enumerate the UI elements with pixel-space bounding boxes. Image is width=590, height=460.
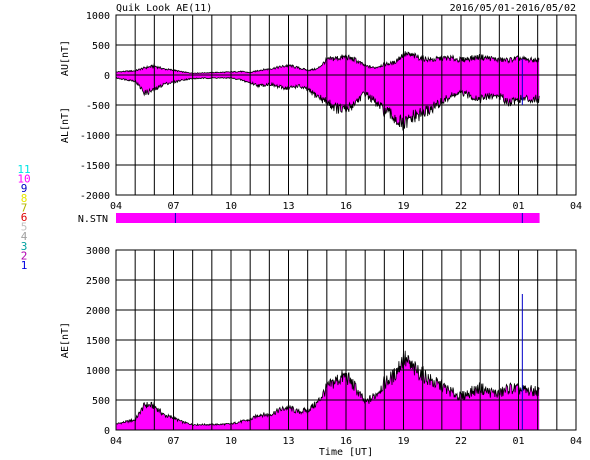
y-tick-label: 1500 bbox=[86, 336, 110, 347]
station-legend-item: 5 bbox=[21, 221, 28, 234]
al-axis-label: AL[nT] bbox=[60, 107, 71, 143]
panel-border bbox=[115, 249, 577, 431]
ae-series-line bbox=[115, 350, 540, 427]
station-legend-item: 11 bbox=[17, 163, 30, 176]
station-legend-item: 6 bbox=[21, 211, 28, 224]
x-tick-label: 13 bbox=[282, 201, 294, 212]
x-tick-label: 01 bbox=[512, 201, 524, 212]
station-legend-item: 7 bbox=[21, 201, 28, 214]
y-tick-label: 0 bbox=[104, 426, 110, 437]
y-tick-label: 500 bbox=[92, 41, 110, 52]
station-legend-item: 2 bbox=[21, 249, 28, 262]
x-tick-label: 10 bbox=[225, 436, 237, 447]
x-tick-label: 04 bbox=[570, 436, 582, 447]
x-axis-label: Time [UT] bbox=[319, 447, 373, 458]
data-area-fill bbox=[116, 350, 540, 430]
x-tick-label: 19 bbox=[397, 436, 409, 447]
y-tick-label: -1000 bbox=[80, 131, 110, 142]
x-tick-label: 16 bbox=[340, 201, 352, 212]
x-tick-label: 22 bbox=[455, 436, 467, 447]
x-tick-label: 01 bbox=[512, 436, 524, 447]
y-tick-label: -1500 bbox=[80, 161, 110, 172]
station-count-bar bbox=[116, 213, 540, 223]
y-tick-label: 1000 bbox=[86, 366, 110, 377]
y-tick-label: 0 bbox=[104, 71, 110, 82]
date-range-label: 2016/05/01-2016/05/02 bbox=[450, 3, 576, 14]
data-area-fill bbox=[116, 51, 540, 131]
station-legend-item: 3 bbox=[21, 240, 28, 253]
station-legend-item: 9 bbox=[21, 182, 28, 195]
x-tick-label: 10 bbox=[225, 201, 237, 212]
x-tick-label: 04 bbox=[570, 201, 582, 212]
station-legend-item: 4 bbox=[21, 230, 28, 243]
x-tick-label: 16 bbox=[340, 436, 352, 447]
au-series-line bbox=[115, 51, 540, 74]
au-axis-label: AU[nT] bbox=[60, 40, 71, 76]
y-tick-label: 500 bbox=[92, 396, 110, 407]
y-tick-label: 1000 bbox=[86, 11, 110, 22]
station-count-strip: N.STN bbox=[78, 213, 540, 225]
y-tick-label: -500 bbox=[86, 101, 110, 112]
x-tick-label: 13 bbox=[282, 436, 294, 447]
station-legend-item: 1 bbox=[21, 259, 28, 272]
y-tick-label: 3000 bbox=[86, 246, 110, 257]
x-tick-label: 22 bbox=[455, 201, 467, 212]
panel-border bbox=[115, 14, 577, 196]
x-tick-label: 07 bbox=[167, 201, 179, 212]
x-tick-label: 07 bbox=[167, 436, 179, 447]
station-legend-item: 10 bbox=[17, 173, 30, 186]
x-tick-label: 04 bbox=[110, 436, 122, 447]
x-tick-label: 04 bbox=[110, 201, 122, 212]
station-legend-item: 8 bbox=[21, 192, 28, 205]
y-tick-label: 2500 bbox=[86, 276, 110, 287]
y-tick-label: 2000 bbox=[86, 306, 110, 317]
nstn-label: N.STN bbox=[78, 214, 108, 225]
x-tick-label: 19 bbox=[397, 201, 409, 212]
y-tick-label: -2000 bbox=[80, 191, 110, 202]
ae-axis-label: AE[nT] bbox=[60, 322, 71, 358]
chart-title: Quik Look AE(11) bbox=[116, 3, 212, 14]
